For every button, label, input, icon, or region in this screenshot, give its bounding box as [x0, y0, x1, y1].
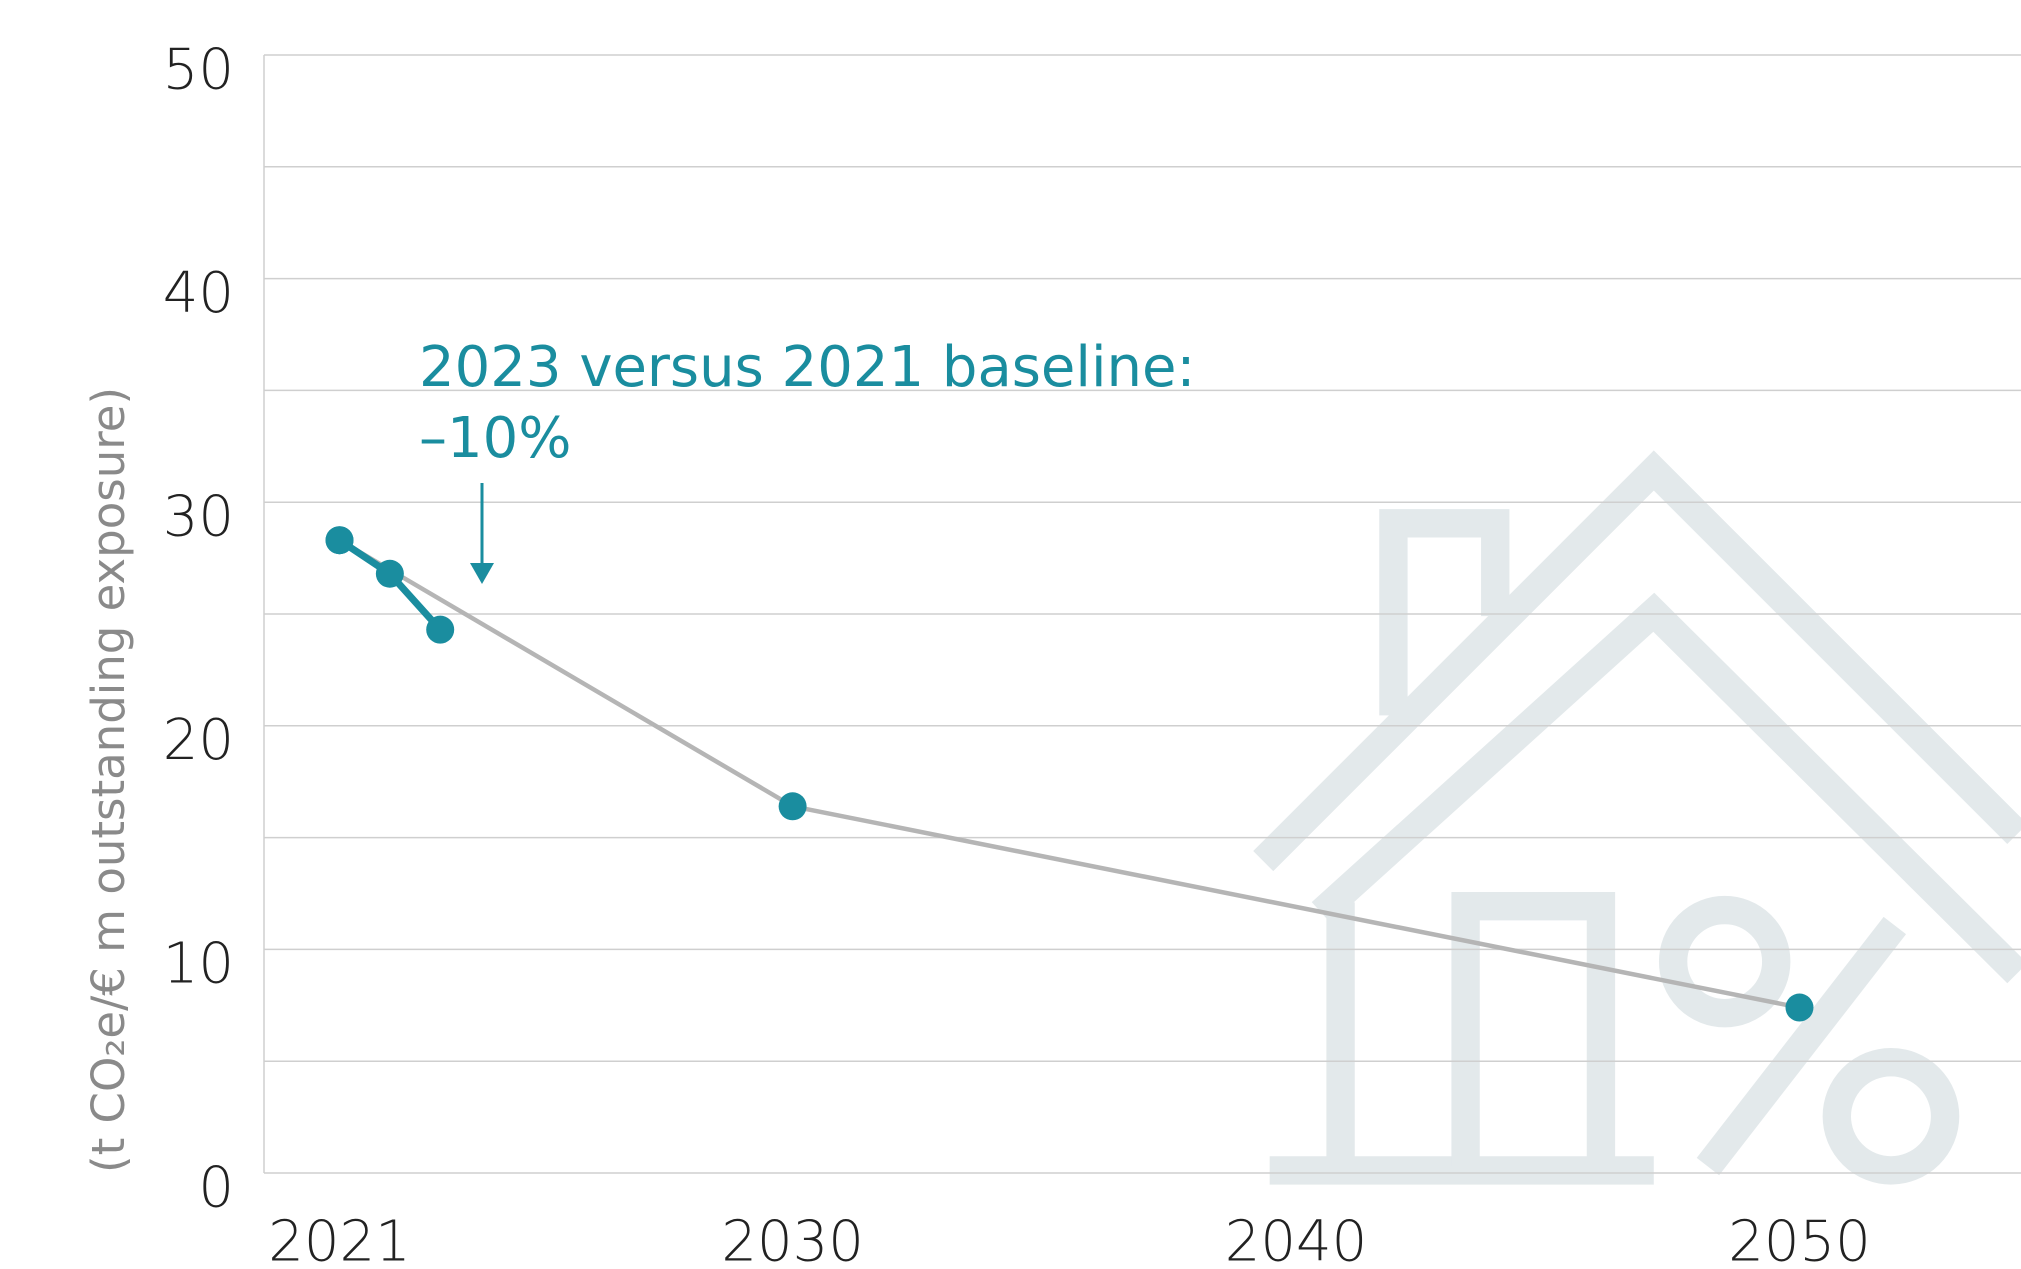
data-point [1785, 993, 1814, 1022]
x-tick-label: 2021 [268, 1209, 411, 1269]
data-point [325, 526, 354, 555]
y-tick-label: 10 [163, 932, 234, 997]
roof-inner [1311, 592, 2021, 984]
y-tick-label: 50 [163, 37, 234, 102]
door [1451, 891, 1616, 1167]
data-point [426, 615, 455, 644]
data-point [375, 559, 404, 588]
y-axis-label: (t CO₂e/€ m outstanding exposure) [82, 387, 135, 1173]
y-tick-label: 40 [163, 261, 234, 326]
percent-circle [1658, 895, 1791, 1028]
x-tick-label: 2030 [721, 1209, 864, 1269]
percent-slash [1696, 916, 1907, 1176]
percent-circle [1822, 1047, 1960, 1185]
annotation: 2023 versus 2021 baseline: [419, 335, 1195, 400]
x-tick-label: 2050 [1728, 1209, 1871, 1269]
x-tick-label: 2040 [1225, 1209, 1368, 1269]
annotation-arrowhead [470, 563, 494, 584]
series-line [338, 538, 1800, 1010]
y-tick-label: 30 [163, 484, 234, 549]
chimney [1379, 509, 1510, 716]
y-tick-label: 0 [198, 1155, 234, 1220]
annotation: –10% [419, 406, 571, 471]
house-icon [1253, 450, 2021, 1185]
roof-outer [1253, 450, 2021, 872]
data-point [778, 792, 807, 821]
y-tick-label: 20 [163, 708, 234, 773]
